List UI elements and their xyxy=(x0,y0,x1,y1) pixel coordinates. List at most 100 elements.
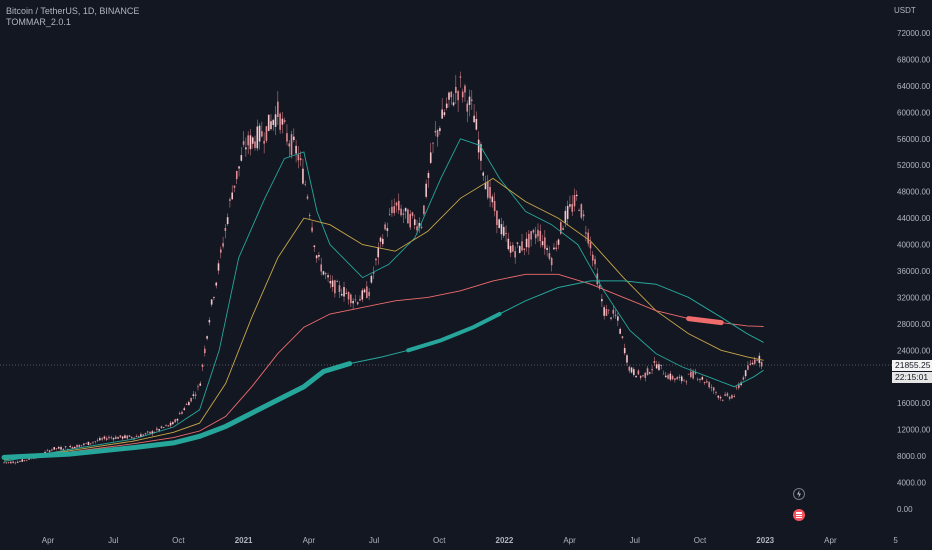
candle-body xyxy=(701,377,704,380)
candle-body xyxy=(722,399,724,401)
candle-body xyxy=(318,255,320,257)
candle-body xyxy=(484,182,487,190)
y-tick-label: 60000.00 xyxy=(897,108,931,117)
candle-body xyxy=(336,281,338,283)
candle-body xyxy=(112,438,115,440)
ma-line-2[interactable] xyxy=(3,177,764,461)
candle-body xyxy=(201,364,204,367)
candle-body xyxy=(710,387,713,388)
candle-body xyxy=(420,226,423,228)
candle-body xyxy=(429,152,432,163)
candle-body xyxy=(537,229,539,237)
candle-body xyxy=(245,147,247,150)
candle-body xyxy=(683,379,685,381)
candle-body xyxy=(619,328,621,334)
candle-body xyxy=(651,369,653,371)
candle-body xyxy=(135,436,138,437)
candle-body xyxy=(539,230,542,242)
candle-body xyxy=(742,377,745,380)
candle-body xyxy=(85,443,87,444)
candle-body xyxy=(210,299,213,305)
candle-body xyxy=(304,184,307,185)
candle-body xyxy=(249,135,252,150)
candle-body xyxy=(628,366,631,371)
candle-body xyxy=(258,125,261,142)
candle-body xyxy=(124,435,126,439)
candle-body xyxy=(744,370,747,377)
long-term-trend-line-2[interactable] xyxy=(406,312,502,353)
candle-body xyxy=(73,446,76,449)
candle-body xyxy=(610,317,612,319)
candle-body xyxy=(685,381,688,383)
candle-body xyxy=(726,393,729,396)
candle-body xyxy=(512,244,514,252)
candle-body xyxy=(450,91,453,98)
candle-body xyxy=(516,242,519,244)
indicator-title[interactable]: TOMMAR_2.0.1 xyxy=(6,17,71,27)
candle-body xyxy=(290,134,293,155)
candle-body xyxy=(397,200,400,211)
resistance-trend-line[interactable] xyxy=(686,316,724,326)
candle-body xyxy=(3,462,5,464)
x-tick-label: Jul xyxy=(108,536,118,545)
candle-body xyxy=(340,293,343,296)
candle-body xyxy=(425,183,427,197)
candle-body xyxy=(89,443,92,445)
candle-body xyxy=(288,143,291,147)
candle-body xyxy=(585,232,587,234)
current-price-tag: 21855.25 xyxy=(892,360,932,371)
candle-body xyxy=(646,368,649,375)
candle-body xyxy=(96,440,99,441)
candle-body xyxy=(455,86,457,94)
candle-body xyxy=(16,461,19,463)
candle-body xyxy=(338,285,341,292)
candle-body xyxy=(575,194,578,197)
candle-body xyxy=(733,396,736,397)
candle-body xyxy=(635,375,637,378)
candle-body xyxy=(347,292,350,300)
candle-body xyxy=(514,251,516,258)
x-tick-label: Jul xyxy=(630,536,640,545)
candle-body xyxy=(471,99,473,101)
candle-body xyxy=(518,245,521,253)
candle-body xyxy=(626,355,628,363)
x-tick-label: Apr xyxy=(303,536,316,545)
candle-body xyxy=(443,112,446,116)
candle-body xyxy=(386,228,389,231)
long-term-trend-line[interactable] xyxy=(1,361,353,460)
candle-body xyxy=(439,128,441,132)
candle-body xyxy=(92,442,94,443)
candle-body xyxy=(477,139,480,153)
candle-body xyxy=(372,272,375,274)
candle-body xyxy=(361,290,364,300)
candle-body xyxy=(306,196,309,199)
lightning-icon[interactable] xyxy=(793,488,805,500)
candle-body xyxy=(247,135,249,146)
candle-body xyxy=(254,141,256,148)
x-tick-label: 5 xyxy=(893,536,898,545)
ma-line-1[interactable] xyxy=(3,138,764,462)
candle-body xyxy=(521,241,523,251)
candle-body xyxy=(270,121,272,130)
candle-body xyxy=(655,364,658,369)
flag-icon[interactable] xyxy=(793,509,805,521)
candle-body xyxy=(370,275,373,283)
candle-body xyxy=(400,208,402,216)
candle-body xyxy=(281,118,284,125)
candle-body xyxy=(299,158,302,161)
candle-body xyxy=(178,413,181,415)
candle-body xyxy=(724,394,726,396)
candle-body xyxy=(409,214,411,228)
candle-body xyxy=(482,172,485,176)
ma-line-4[interactable] xyxy=(3,280,764,458)
candle-body xyxy=(283,120,286,122)
candle-body xyxy=(121,436,124,439)
ma-line-3[interactable] xyxy=(3,273,764,460)
candle-body xyxy=(167,425,170,427)
symbol-title[interactable]: Bitcoin / TetherUS, 1D, BINANCE xyxy=(6,6,140,16)
candle-body xyxy=(183,408,186,410)
candle-body xyxy=(712,387,715,391)
candle-body xyxy=(566,205,569,219)
